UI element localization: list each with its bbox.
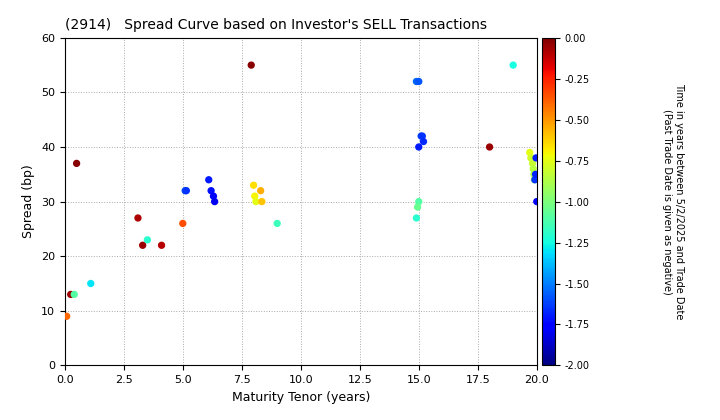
Point [412, 204, 423, 210]
Point [250, 198, 261, 205]
Point [415, 133, 427, 139]
Point [528, 165, 539, 172]
Point [413, 144, 425, 150]
Point [418, 138, 429, 145]
Point [530, 171, 541, 178]
Point [526, 155, 538, 161]
Y-axis label: Spread (bp): Spread (bp) [22, 165, 35, 239]
Point [271, 220, 283, 227]
Point [524, 149, 536, 156]
Point [417, 133, 428, 139]
Y-axis label: Time in years between 5/2/2025 and Trade Date
(Past Trade Date is given as negat: Time in years between 5/2/2025 and Trade… [662, 84, 684, 320]
Point [207, 193, 219, 199]
Point [484, 144, 495, 150]
Point [529, 176, 541, 183]
Point [68, 291, 80, 298]
Point [177, 220, 189, 227]
Text: (2914)   Spread Curve based on Investor's SELL Transactions: (2914) Spread Curve based on Investor's … [65, 18, 487, 32]
Point [61, 313, 73, 320]
Point [203, 176, 215, 183]
Point [255, 187, 266, 194]
Point [256, 198, 268, 205]
Point [85, 280, 96, 287]
Point [531, 155, 542, 161]
Point [413, 198, 425, 205]
X-axis label: Maturity Tenor (years): Maturity Tenor (years) [232, 391, 370, 404]
Point [181, 187, 192, 194]
Point [142, 236, 153, 243]
Point [528, 171, 540, 178]
Point [528, 176, 540, 183]
Point [65, 291, 76, 298]
Point [137, 242, 148, 249]
Point [179, 187, 191, 194]
Point [156, 242, 167, 249]
Point [508, 62, 519, 68]
Point [410, 78, 422, 85]
Point [249, 193, 261, 199]
Point [525, 155, 536, 161]
Point [527, 160, 539, 167]
Point [209, 198, 220, 205]
Point [205, 187, 217, 194]
Point [248, 182, 259, 189]
Point [246, 62, 257, 68]
Point [413, 78, 425, 85]
Point [71, 160, 82, 167]
Point [132, 215, 144, 221]
Point [410, 215, 422, 221]
Point [531, 198, 543, 205]
